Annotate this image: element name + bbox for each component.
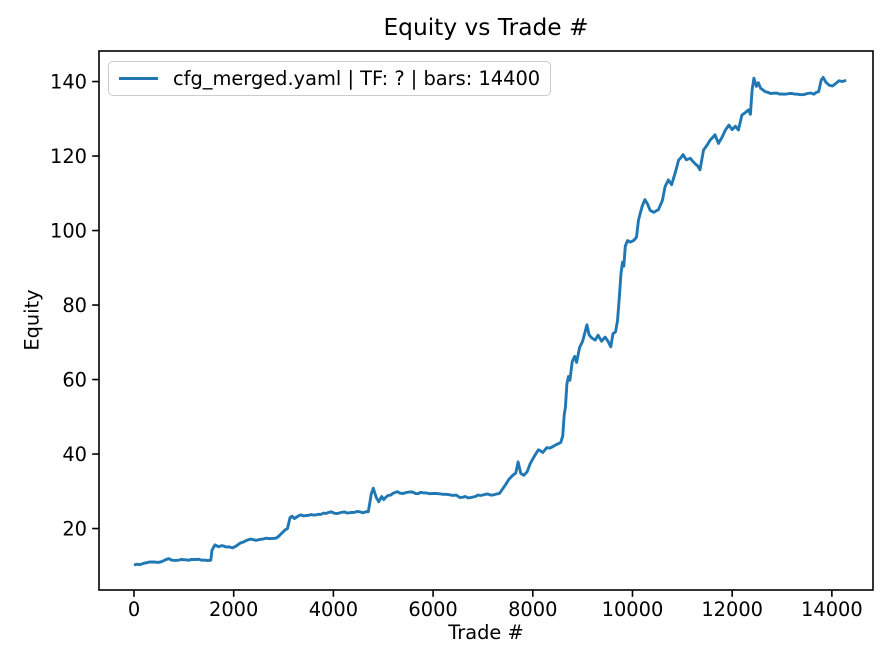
x-tick-label: 8000 bbox=[508, 598, 557, 621]
x-tick-label: 14000 bbox=[801, 598, 863, 621]
x-tick-label: 6000 bbox=[408, 598, 457, 621]
legend: cfg_merged.yaml | TF: ? | bars: 14400 bbox=[108, 61, 552, 96]
chart-title: Equity vs Trade # bbox=[383, 14, 589, 41]
x-tick-label: 2000 bbox=[209, 598, 258, 621]
x-tick-label: 10000 bbox=[602, 598, 664, 621]
y-tick-label: 80 bbox=[62, 294, 87, 317]
y-tick-label: 40 bbox=[62, 443, 87, 466]
y-tick-label: 100 bbox=[50, 219, 87, 242]
y-tick-label: 140 bbox=[50, 70, 87, 93]
plot-spines bbox=[98, 50, 874, 591]
equity-line bbox=[133, 75, 847, 567]
y-tick-label: 120 bbox=[50, 145, 87, 168]
x-axis-label: Trade # bbox=[448, 621, 524, 644]
y-axis-label: Equity bbox=[20, 289, 44, 351]
y-tick-label: 20 bbox=[62, 517, 87, 540]
x-tick-label: 0 bbox=[128, 598, 140, 621]
legend-line-sample bbox=[119, 77, 158, 80]
y-tick-label: 60 bbox=[62, 368, 87, 391]
x-tick-label: 12000 bbox=[701, 598, 763, 621]
legend-label: cfg_merged.yaml | TF: ? | bars: 14400 bbox=[173, 67, 541, 90]
x-tick-label: 4000 bbox=[309, 598, 358, 621]
